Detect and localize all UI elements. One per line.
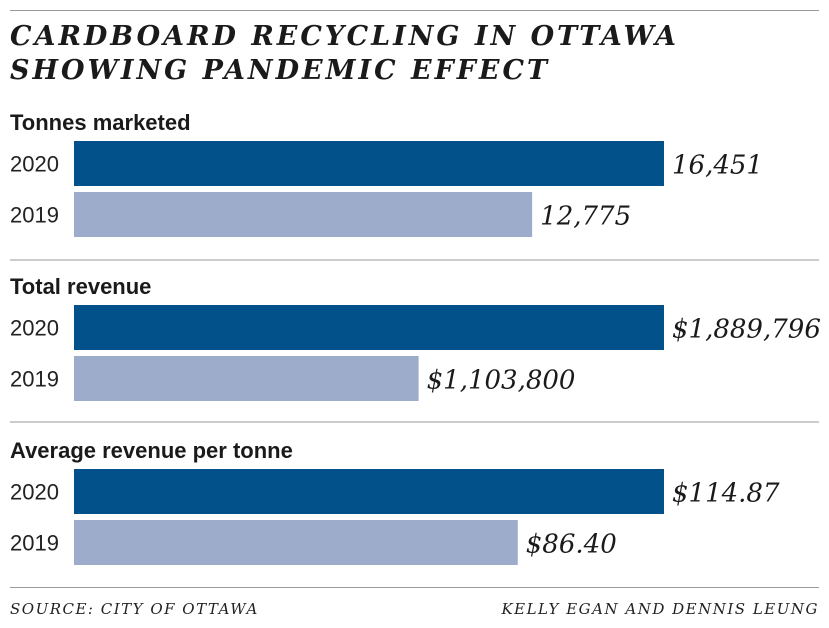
category-label-2020: 2020: [10, 480, 59, 505]
bar-2019: [74, 356, 419, 401]
chart-title: CARDBOARD RECYCLING IN OTTAWA SHOWING PA…: [10, 20, 819, 88]
category-label-2020: 2020: [10, 152, 59, 177]
credit-note: KELLY EGAN AND DENNIS LEUNG: [501, 600, 819, 618]
panel-title-2: Total revenue: [10, 274, 151, 299]
footer-rule: [10, 587, 819, 588]
title-line-2: SHOWING PANDEMIC EFFECT: [10, 55, 551, 86]
category-label-2019: 2019: [10, 203, 59, 228]
bar-2020: [74, 305, 664, 350]
top-rule: [10, 10, 819, 11]
value-label-2019: $1,103,800: [427, 366, 576, 396]
bar-2019: [74, 520, 518, 565]
value-label-2019: $86.40: [526, 530, 617, 560]
category-label-2019: 2019: [10, 367, 59, 392]
panel-title-3: Average revenue per tonne: [10, 438, 293, 463]
value-label-2020: $1,889,796: [672, 315, 821, 345]
category-label-2020: 2020: [10, 316, 59, 341]
category-label-2019: 2019: [10, 531, 59, 556]
value-label-2019: 12,775: [540, 202, 631, 232]
title-line-1: CARDBOARD RECYCLING IN OTTAWA: [10, 21, 680, 52]
value-label-2020: $114.87: [672, 479, 780, 509]
source-note: SOURCE: CITY OF OTTAWA: [10, 600, 259, 618]
bar-2020: [74, 141, 664, 186]
bar-2019: [74, 192, 533, 237]
value-label-2020: 16,451: [672, 151, 763, 181]
panel-title-1: Tonnes marketed: [10, 110, 191, 135]
bar-2020: [74, 469, 664, 514]
